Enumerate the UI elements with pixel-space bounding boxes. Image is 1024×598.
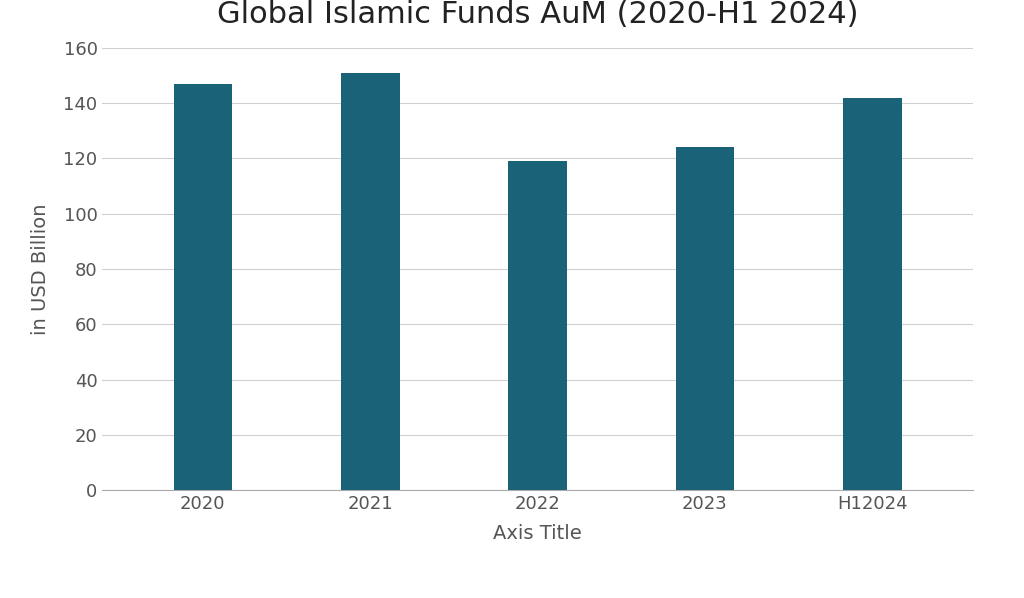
Bar — [676, 147, 734, 490]
Y-axis label: in USD Billion: in USD Billion — [31, 203, 49, 335]
Bar — [843, 97, 902, 490]
Bar — [341, 73, 399, 490]
X-axis label: Axis Title: Axis Title — [494, 524, 582, 544]
Title: Global Islamic Funds AuM (2020-H1 2024): Global Islamic Funds AuM (2020-H1 2024) — [217, 0, 858, 29]
Bar — [173, 84, 232, 490]
Bar — [508, 161, 567, 490]
Legend: Global Islamic Funds AuM (2020-H1 2024): Global Islamic Funds AuM (2020-H1 2024) — [327, 597, 749, 598]
